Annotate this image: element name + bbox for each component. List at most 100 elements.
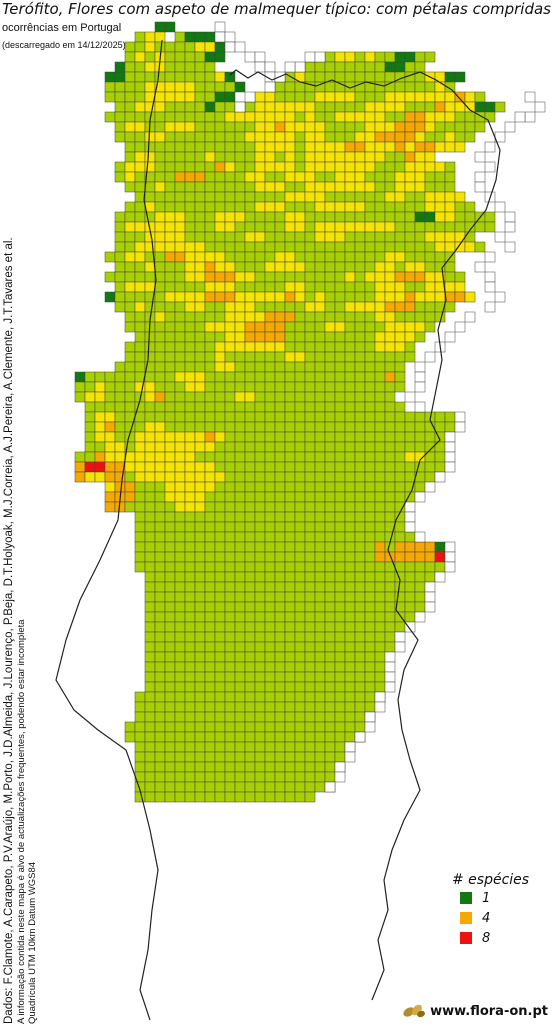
grid-square xyxy=(374,201,386,213)
grid-square xyxy=(284,481,296,493)
grid-square xyxy=(174,621,186,633)
grid-square xyxy=(224,741,236,753)
grid-square xyxy=(264,511,276,523)
grid-square xyxy=(304,461,316,473)
grid-square xyxy=(244,201,256,213)
grid-square xyxy=(204,501,216,513)
grid-square xyxy=(414,91,426,103)
grid-square xyxy=(134,81,146,93)
grid-square xyxy=(354,151,366,163)
grid-square xyxy=(174,521,186,533)
grid-square xyxy=(484,281,496,293)
grid-square xyxy=(194,411,206,423)
grid-square xyxy=(404,601,416,613)
grid-square xyxy=(204,761,216,773)
grid-square xyxy=(224,781,236,793)
grid-square xyxy=(184,381,196,393)
grid-square xyxy=(154,281,166,293)
grid-square xyxy=(404,531,416,543)
grid-square xyxy=(184,31,196,43)
grid-square xyxy=(224,351,236,363)
grid-square xyxy=(224,111,236,123)
legend-label-1: 1 xyxy=(482,890,491,906)
grid-square xyxy=(224,401,236,413)
grid-square xyxy=(184,741,196,753)
grid-square xyxy=(124,481,136,493)
grid-square xyxy=(324,761,336,773)
grid-square xyxy=(184,441,196,453)
grid-square xyxy=(354,541,366,553)
grid-square xyxy=(394,91,406,103)
grid-square xyxy=(224,761,236,773)
grid-square xyxy=(194,471,206,483)
grid-square xyxy=(264,191,276,203)
grid-square xyxy=(204,461,216,473)
grid-square xyxy=(274,591,286,603)
grid-square xyxy=(334,651,346,663)
grid-square xyxy=(254,131,266,143)
grid-square xyxy=(434,571,446,583)
grid-square xyxy=(374,241,386,253)
grid-square xyxy=(174,601,186,613)
grid-square xyxy=(154,111,166,123)
grid-square xyxy=(154,21,166,33)
grid-square xyxy=(274,621,286,633)
grid-square xyxy=(324,611,336,623)
grid-square xyxy=(344,661,356,673)
grid-square xyxy=(174,391,186,403)
grid-square xyxy=(314,691,326,703)
site-link[interactable]: www.flora-on.pt xyxy=(430,1003,548,1019)
grid-square xyxy=(244,511,256,523)
grid-square xyxy=(254,561,266,573)
grid-square xyxy=(234,231,246,243)
grid-square xyxy=(344,71,356,83)
grid-square xyxy=(254,681,266,693)
grid-square xyxy=(384,481,396,493)
grid-square xyxy=(264,681,276,693)
grid-square xyxy=(274,291,286,303)
grid-square xyxy=(214,651,226,663)
grid-square xyxy=(324,291,336,303)
grid-square xyxy=(274,191,286,203)
grid-square xyxy=(134,31,146,43)
map-title: Terófito, Flores com aspeto de malmequer… xyxy=(2,0,552,18)
grid-square xyxy=(144,141,156,153)
grid-square xyxy=(294,541,306,553)
grid-square xyxy=(214,461,226,473)
grid-square xyxy=(244,141,256,153)
grid-square xyxy=(234,601,246,613)
grid-square xyxy=(184,631,196,643)
grid-square xyxy=(144,331,156,343)
grid-square xyxy=(304,541,316,553)
grid-square xyxy=(354,371,366,383)
grid-square xyxy=(374,531,386,543)
grid-square xyxy=(154,741,166,753)
grid-square xyxy=(374,311,386,323)
grid-square xyxy=(344,511,356,523)
grid-square xyxy=(294,161,306,173)
grid-square xyxy=(214,781,226,793)
grid-square xyxy=(344,281,356,293)
grid-square xyxy=(174,551,186,563)
grid-square xyxy=(374,301,386,313)
grid-square xyxy=(294,591,306,603)
grid-square xyxy=(134,701,146,713)
grid-square xyxy=(294,91,306,103)
grid-square xyxy=(304,61,316,73)
grid-square xyxy=(254,471,266,483)
grid-square xyxy=(294,431,306,443)
grid-square xyxy=(434,131,446,143)
grid-square xyxy=(204,571,216,583)
legend-swatch-1 xyxy=(460,892,472,904)
grid-square xyxy=(474,91,486,103)
grid-square xyxy=(454,281,466,293)
grid-square xyxy=(384,101,396,113)
grid-square xyxy=(284,251,296,263)
grid-square xyxy=(194,521,206,533)
grid-square xyxy=(184,641,196,653)
grid-square xyxy=(234,111,246,123)
grid-square xyxy=(214,281,226,293)
grid-square xyxy=(224,331,236,343)
grid-square xyxy=(224,621,236,633)
grid-square xyxy=(194,181,206,193)
